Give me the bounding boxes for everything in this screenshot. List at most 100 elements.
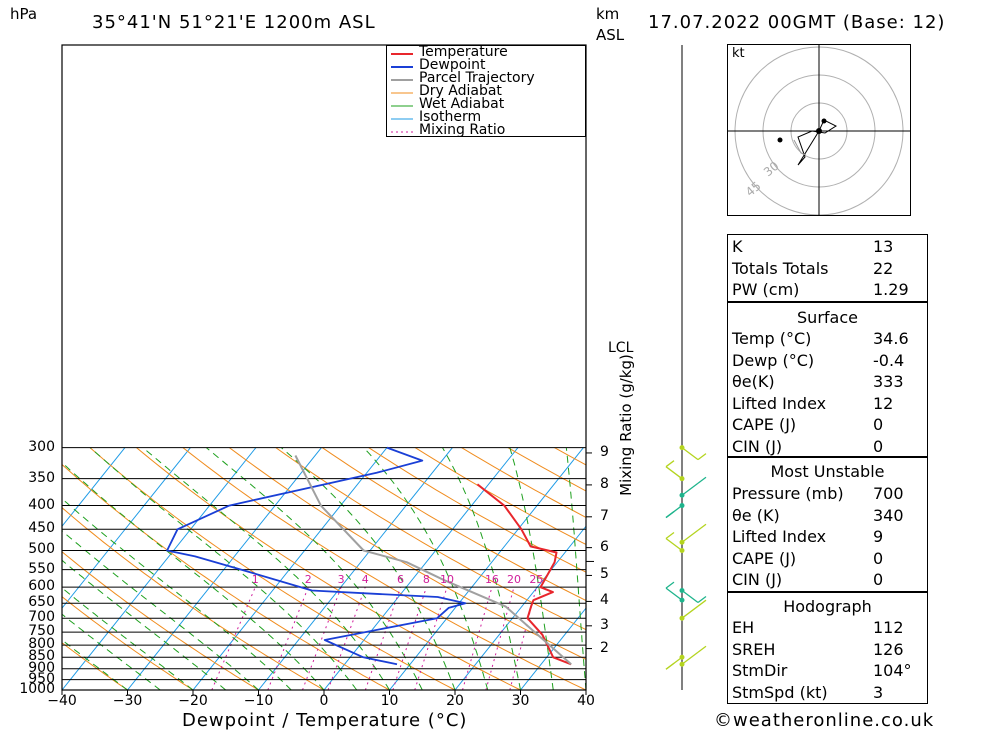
index-row-totals: Totals Totals 22 xyxy=(728,258,927,280)
hodograph-table-row: EH 112 xyxy=(728,617,927,639)
dry-adiabat-line xyxy=(461,447,586,518)
pressure-tick-label: 850 xyxy=(28,648,55,665)
pressure-tick-label: 750 xyxy=(28,623,55,640)
pressure-tick-label: 950 xyxy=(28,670,55,687)
location-title: 35°41'N 51°21'E 1200m ASL xyxy=(92,12,376,33)
surface-label: θe(K) xyxy=(732,372,775,392)
hodograph-table-row: StmSpd (kt) 3 xyxy=(728,682,927,704)
most-unstable-row: Lifted Index 9 xyxy=(728,526,927,548)
isotherm-line xyxy=(127,447,322,690)
surface-row: θe(K) 333 xyxy=(728,371,927,393)
dry-adiabat-line xyxy=(926,448,1000,690)
mixing-ratio-label: 25 xyxy=(529,573,543,586)
most-unstable-row: CIN (J) 0 xyxy=(728,569,927,591)
mixing-ratio-label: 20 xyxy=(507,573,521,586)
wind-barb xyxy=(665,654,685,670)
legend: Temperature Dewpoint Parcel Trajectory D… xyxy=(386,45,586,137)
hodograph-table-value: 3 xyxy=(873,682,884,702)
surface-value: 333 xyxy=(873,372,904,392)
most-unstable-row: CAPE (J) 0 xyxy=(728,548,927,570)
hodograph-trace-gray xyxy=(793,139,807,156)
height-km-label: 5 xyxy=(600,566,609,583)
surface-value: 12 xyxy=(873,393,894,413)
isotherm-line xyxy=(192,447,388,690)
mixing-ratio-label: 4 xyxy=(362,573,369,586)
pressure-tick-label: 1000 xyxy=(19,681,55,697)
index-value: 22 xyxy=(873,258,894,278)
mixing-ratio-line xyxy=(364,587,401,690)
footer-copyright[interactable]: ©weatheronline.co.uk xyxy=(714,710,935,731)
most-unstable-title: Most Unstable xyxy=(770,462,885,481)
surface-row: Temp (°C) 34.6 xyxy=(728,328,927,350)
mixing-ratio-label: 16 xyxy=(485,573,499,586)
isotherm-line xyxy=(62,447,257,690)
mixing-ratio-label: 2 xyxy=(305,573,312,586)
temperature-tick-label: −10 xyxy=(243,693,274,709)
most-unstable-value: 0 xyxy=(873,570,884,590)
most-unstable-row: Pressure (mb) 700 xyxy=(728,483,927,505)
index-value: 1.29 xyxy=(873,280,909,300)
hodograph-ring-label-45: 45 xyxy=(743,179,764,200)
series-dewpoint xyxy=(166,446,467,666)
dry-adiabat-line xyxy=(182,447,586,690)
legend-entry-dewpoint: Dewpoint xyxy=(419,57,486,73)
mixing-ratio-label: 10 xyxy=(440,573,454,586)
wind-barb xyxy=(679,523,707,545)
pressure-tick-label: 800 xyxy=(28,636,55,653)
hodograph-table-label: StmSpd (kt) xyxy=(732,682,828,702)
hodograph-table-title: Hodograph xyxy=(783,597,872,616)
wet-adiabat-line xyxy=(89,447,358,690)
height-km-label: 2 xyxy=(600,639,609,656)
isotherm-line xyxy=(389,447,584,690)
pressure-tick-label: 600 xyxy=(28,578,55,595)
surface-panel: Surface Temp (°C) 34.6 Dewp (°C) -0.4 θe(K) 3… xyxy=(727,302,928,457)
surface-row: CIN (J) 0 xyxy=(728,436,927,458)
index-row-k: K 13 xyxy=(728,236,927,258)
hodograph-unit: kt xyxy=(732,46,745,61)
legend-entry-mixing-ratio: Mixing Ratio xyxy=(419,122,506,138)
height-km-label: 7 xyxy=(600,507,609,524)
most-unstable-value: 340 xyxy=(873,505,904,525)
lcl-label: LCL xyxy=(608,340,634,356)
wind-barb xyxy=(665,460,685,482)
pressure-tick-label: 700 xyxy=(28,609,55,626)
surface-label: Temp (°C) xyxy=(732,329,812,349)
wet-adiabat-line xyxy=(363,447,489,690)
mixing-ratio-line xyxy=(392,587,427,690)
hodograph-table-label: SREH xyxy=(732,639,776,659)
index-value: 13 xyxy=(873,237,894,257)
pressure-tick-label: 300 xyxy=(28,438,55,455)
wind-barb xyxy=(679,645,707,667)
dry-adiabat-line xyxy=(89,447,456,690)
mixing-ratio-label: 3 xyxy=(338,573,345,586)
date-title: 17.07.2022 00GMT (Base: 12) xyxy=(648,12,946,33)
mixing-ratio-label: 6 xyxy=(397,573,404,586)
x-axis-label: Dewpoint / Temperature (°C) xyxy=(182,710,468,731)
most-unstable-label: CAPE (J) xyxy=(732,548,797,568)
hodograph-dot-2 xyxy=(816,128,822,134)
mixing-ratio-line xyxy=(211,586,256,690)
pressure-tick-label: 350 xyxy=(28,469,55,486)
mixing-ratio-axis-label: Mixing Ratio (g/kg) xyxy=(617,354,635,496)
mixing-ratio-label: 8 xyxy=(423,573,430,586)
surface-value: 0 xyxy=(873,436,884,456)
indices-panel: K 13 Totals Totals 22 PW (cm) 1.29 xyxy=(727,234,928,302)
height-km-label: 3 xyxy=(600,616,609,633)
surface-row: Lifted Index 12 xyxy=(728,393,927,415)
hodograph-dot-3 xyxy=(777,137,783,143)
wet-adiabat-line xyxy=(565,447,586,690)
surface-value: 34.6 xyxy=(873,329,909,349)
surface-label: Dewp (°C) xyxy=(732,350,815,370)
surface-value: -0.4 xyxy=(873,350,905,370)
wind-barb xyxy=(679,588,707,604)
wet-adiabat-line xyxy=(280,447,456,690)
isotherm-line xyxy=(258,447,453,690)
temperature-tick-label: −30 xyxy=(112,693,143,709)
pressure-tick-label: 400 xyxy=(28,496,55,513)
wind-barb xyxy=(665,503,685,519)
isotherm-line xyxy=(520,607,586,690)
surface-label: Lifted Index xyxy=(732,393,827,413)
most-unstable-value: 0 xyxy=(873,548,884,568)
height-unit-sub-label: ASL xyxy=(596,26,625,44)
temperature-tick-label: −40 xyxy=(47,693,77,709)
